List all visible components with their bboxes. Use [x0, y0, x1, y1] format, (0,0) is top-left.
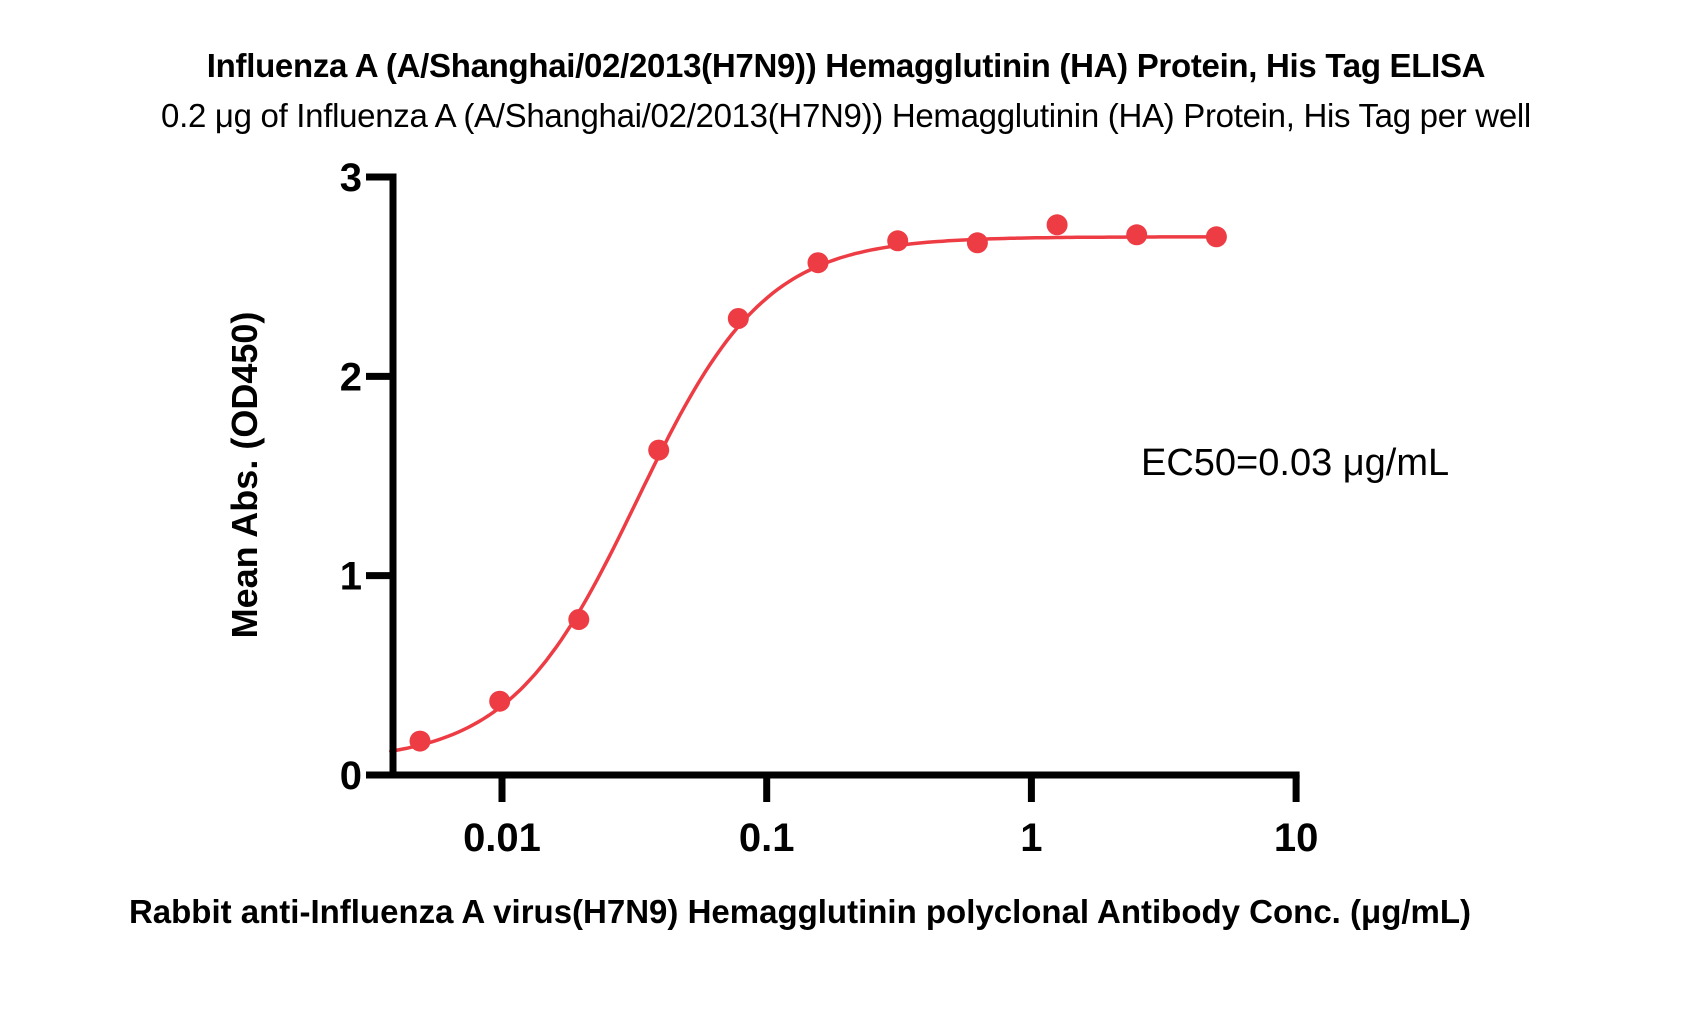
data-point	[489, 690, 511, 712]
data-point	[807, 252, 829, 274]
y-tick-label: 2	[340, 355, 362, 399]
data-point	[648, 439, 670, 461]
chart-subtitle: 0.2 μg of Influenza A (A/Shanghai/02/201…	[161, 97, 1531, 134]
y-tick-label: 3	[340, 156, 362, 200]
data-point	[409, 730, 431, 752]
data-point	[887, 230, 909, 252]
x-tick-label: 10	[1274, 816, 1319, 860]
data-point	[1046, 214, 1068, 236]
x-axis-title: Rabbit anti-Influenza A virus(H7N9) Hema…	[128, 893, 1472, 930]
data-point	[727, 308, 749, 329]
ec50-annotation: EC50=0.03 μg/mL	[1141, 442, 1450, 484]
data-point	[568, 609, 590, 630]
data-point	[966, 232, 988, 254]
chart-title: Influenza A (A/Shanghai/02/2013(H7N9)) H…	[206, 47, 1486, 84]
data-point	[1126, 224, 1148, 246]
fit-curve	[389, 235, 1219, 753]
data-point	[1205, 226, 1227, 248]
x-tick-label: 0.1	[739, 816, 795, 860]
y-tick-label: 1	[340, 555, 362, 599]
x-tick-label: 0.01	[463, 816, 541, 860]
x-tick-label: 1	[1020, 816, 1042, 860]
y-tick-label: 0	[340, 754, 362, 798]
